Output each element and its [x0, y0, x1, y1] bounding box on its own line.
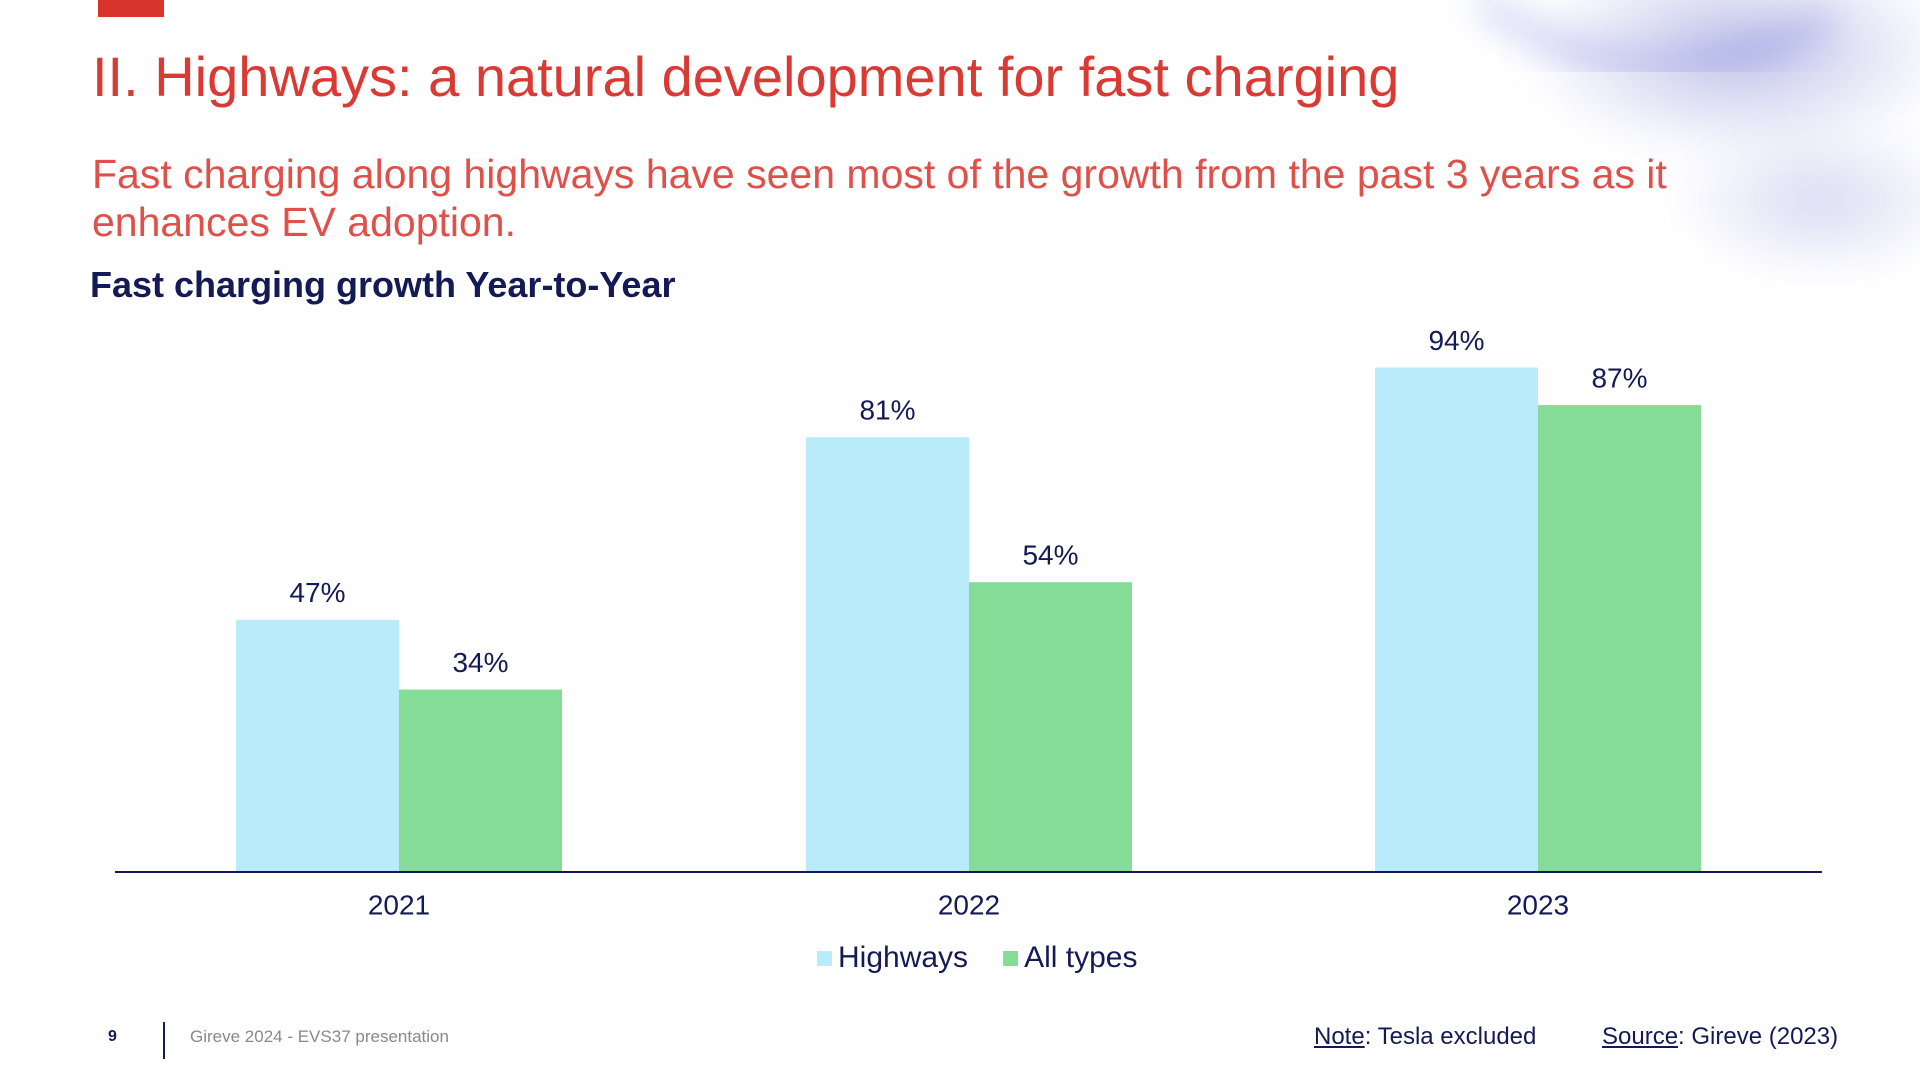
slide-subtitle: Fast charging along highways have seen m…	[92, 151, 1667, 245]
value-label: 47%	[289, 577, 345, 608]
note: Note: Tesla excluded	[1314, 1023, 1536, 1051]
bar	[806, 437, 969, 872]
accent-block	[98, 0, 164, 17]
value-label: 54%	[1022, 540, 1078, 571]
page-number: 9	[108, 1028, 117, 1045]
footer-text: Gireve 2024 - EVS37 presentation	[190, 1027, 449, 1046]
source-text: : Gireve (2023)	[1678, 1023, 1839, 1050]
x-tick-label: 2021	[368, 889, 430, 920]
bar	[236, 619, 399, 872]
bar	[1375, 367, 1538, 872]
source: Source: Gireve (2023)	[1602, 1023, 1838, 1051]
legend-swatch	[817, 951, 832, 966]
bar	[1538, 405, 1701, 872]
value-label: 34%	[452, 647, 508, 678]
chart-title: Fast charging growth Year-to-Year	[90, 264, 676, 305]
decor-splash	[1670, 120, 1920, 280]
value-label: 94%	[1428, 325, 1484, 356]
bar	[399, 689, 562, 872]
source-label: Source	[1602, 1023, 1679, 1050]
value-label: 81%	[859, 395, 915, 426]
legend-label: Highways	[838, 941, 968, 974]
footer-divider	[163, 1022, 165, 1059]
decor-swoosh	[1475, 0, 1834, 73]
value-label: 87%	[1591, 362, 1647, 393]
decor-splash	[1520, 0, 1920, 160]
x-tick-label: 2022	[938, 889, 1000, 920]
legend-label: All types	[1024, 941, 1137, 974]
note-label: Note	[1314, 1023, 1365, 1050]
slide-title: II. Highways: a natural development for …	[92, 45, 1400, 108]
bar	[969, 582, 1132, 872]
note-text: : Tesla excluded	[1364, 1023, 1537, 1050]
x-tick-label: 2023	[1507, 889, 1569, 920]
legend-swatch	[1003, 951, 1019, 966]
